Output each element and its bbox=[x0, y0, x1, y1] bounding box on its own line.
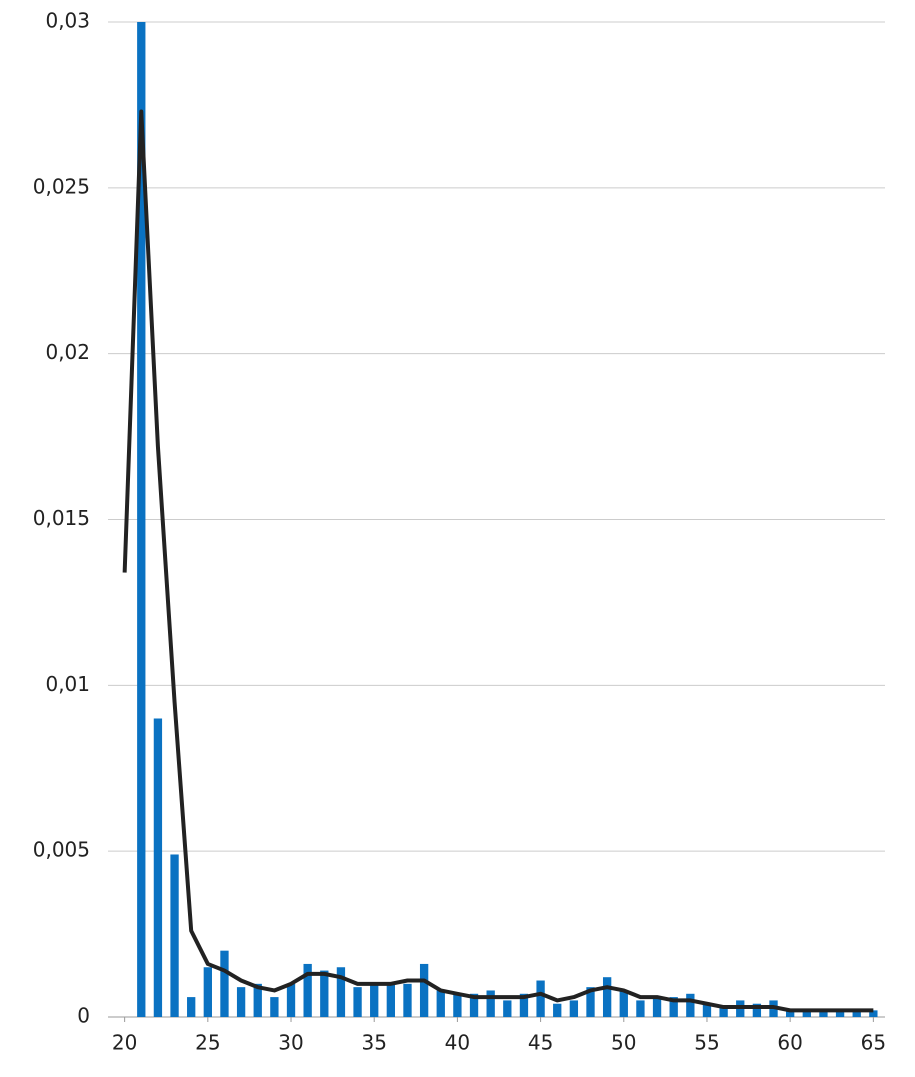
bar bbox=[303, 963, 312, 1017]
x-tick-label: 25 bbox=[195, 1031, 220, 1055]
x-tick-label: 50 bbox=[611, 1031, 636, 1055]
y-tick-label: 0,02 bbox=[45, 340, 90, 364]
bar bbox=[652, 997, 662, 1017]
bar bbox=[669, 997, 678, 1017]
line bbox=[122, 109, 874, 1013]
bar bbox=[686, 993, 695, 1017]
bar bbox=[270, 997, 279, 1017]
x-tick-label: 60 bbox=[777, 1031, 802, 1055]
bar bbox=[236, 987, 246, 1017]
bar bbox=[286, 983, 296, 1017]
bar bbox=[486, 990, 495, 1017]
bar bbox=[436, 990, 445, 1017]
x-tick-label: 20 bbox=[112, 1031, 137, 1055]
y-tick-label: 0 bbox=[77, 1004, 90, 1028]
bar bbox=[586, 987, 595, 1017]
x-tick-label: 35 bbox=[361, 1031, 386, 1055]
bar bbox=[802, 1010, 811, 1017]
x-tick-label: 55 bbox=[694, 1031, 719, 1055]
y-tick-label: 0,005 bbox=[33, 838, 90, 862]
bar bbox=[170, 854, 179, 1017]
x-tick-label: 40 bbox=[445, 1031, 470, 1055]
x-tick-label: 30 bbox=[278, 1031, 303, 1055]
bar bbox=[453, 993, 462, 1017]
y-tick-label: 0,01 bbox=[45, 672, 90, 696]
bar bbox=[869, 1010, 878, 1017]
bar bbox=[553, 1003, 562, 1017]
bar bbox=[702, 1003, 712, 1017]
bar bbox=[153, 718, 163, 1017]
bar bbox=[336, 967, 346, 1017]
bar bbox=[137, 22, 146, 1017]
bar bbox=[253, 983, 262, 1017]
y-tick-label: 0,025 bbox=[33, 174, 90, 198]
bar bbox=[469, 993, 479, 1017]
bar bbox=[203, 967, 212, 1017]
bar bbox=[835, 1010, 845, 1017]
bar bbox=[819, 1010, 828, 1017]
bar bbox=[619, 990, 628, 1017]
bar bbox=[569, 1000, 579, 1017]
bar bbox=[220, 950, 229, 1017]
x-tick-label: 65 bbox=[861, 1031, 886, 1055]
bar bbox=[386, 983, 396, 1017]
bar bbox=[636, 1000, 645, 1017]
bar bbox=[536, 980, 545, 1017]
y-tick-label: 0,03 bbox=[45, 9, 90, 33]
bar bbox=[719, 1007, 728, 1017]
bar bbox=[786, 1010, 795, 1017]
bar bbox=[503, 1000, 512, 1017]
bar bbox=[187, 997, 196, 1017]
y-tick-label: 0,015 bbox=[33, 506, 90, 530]
bar bbox=[320, 970, 329, 1017]
bar bbox=[602, 977, 612, 1017]
bar bbox=[403, 983, 412, 1017]
bar bbox=[852, 1010, 861, 1017]
bar bbox=[370, 983, 379, 1017]
x-tick-label: 45 bbox=[528, 1031, 553, 1055]
bar bbox=[752, 1003, 762, 1017]
bar bbox=[419, 963, 429, 1017]
bar bbox=[353, 987, 362, 1017]
bar bbox=[519, 993, 529, 1017]
